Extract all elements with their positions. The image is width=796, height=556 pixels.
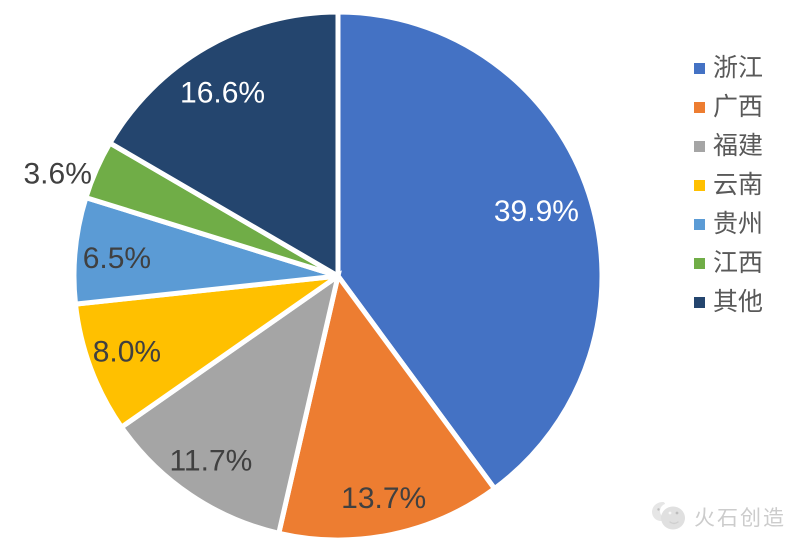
data-label-3: 8.0% xyxy=(93,336,161,369)
data-label-5: 3.6% xyxy=(24,158,92,191)
legend-marker-icon xyxy=(694,257,705,269)
legend-item-4: 贵州 xyxy=(694,211,763,237)
legend-item-1: 广西 xyxy=(694,94,763,120)
legend-item-3: 云南 xyxy=(694,172,763,198)
data-label-1: 13.7% xyxy=(341,482,426,515)
legend-marker-icon xyxy=(694,218,705,230)
legend-item-0: 浙江 xyxy=(694,55,763,81)
pie-slice-0 xyxy=(335,9,605,493)
legend-label: 江西 xyxy=(713,248,764,277)
legend-marker-icon xyxy=(694,101,705,113)
legend-marker-icon xyxy=(694,296,705,308)
pie-slice-3 xyxy=(72,273,340,431)
legend-item-6: 其他 xyxy=(694,289,763,315)
huoshi-logo-icon xyxy=(652,502,685,530)
legend-label: 浙江 xyxy=(713,53,764,82)
legend-marker-icon xyxy=(694,140,705,152)
data-label-2: 11.7% xyxy=(169,444,252,477)
pie-slice-6 xyxy=(106,9,341,281)
legend-label: 贵州 xyxy=(713,209,764,238)
legend-label: 云南 xyxy=(713,170,764,199)
watermark-text: 火石创造 xyxy=(694,507,786,530)
pie-slices xyxy=(71,9,605,543)
data-label-4: 6.5% xyxy=(83,242,151,275)
data-label-6: 16.6% xyxy=(180,76,265,109)
legend-marker-icon xyxy=(694,62,705,74)
legend-label: 福建 xyxy=(713,131,764,160)
watermark: 火石创造 xyxy=(650,499,786,535)
legend-label: 其他 xyxy=(713,287,764,316)
legend-marker-icon xyxy=(694,179,705,191)
pie-slice-2 xyxy=(118,270,342,537)
data-label-0: 39.9% xyxy=(494,195,579,228)
pie-slice-1 xyxy=(275,270,499,543)
legend: 浙江广西福建云南贵州江西其他 xyxy=(694,55,763,315)
pie-data-labels: 39.9% 13.7% 11.7% 8.0% 6.5% 3.6% 16.6% xyxy=(24,76,579,515)
legend-item-5: 江西 xyxy=(694,250,763,276)
legend-label: 广西 xyxy=(713,92,764,121)
legend-item-2: 福建 xyxy=(694,133,763,159)
